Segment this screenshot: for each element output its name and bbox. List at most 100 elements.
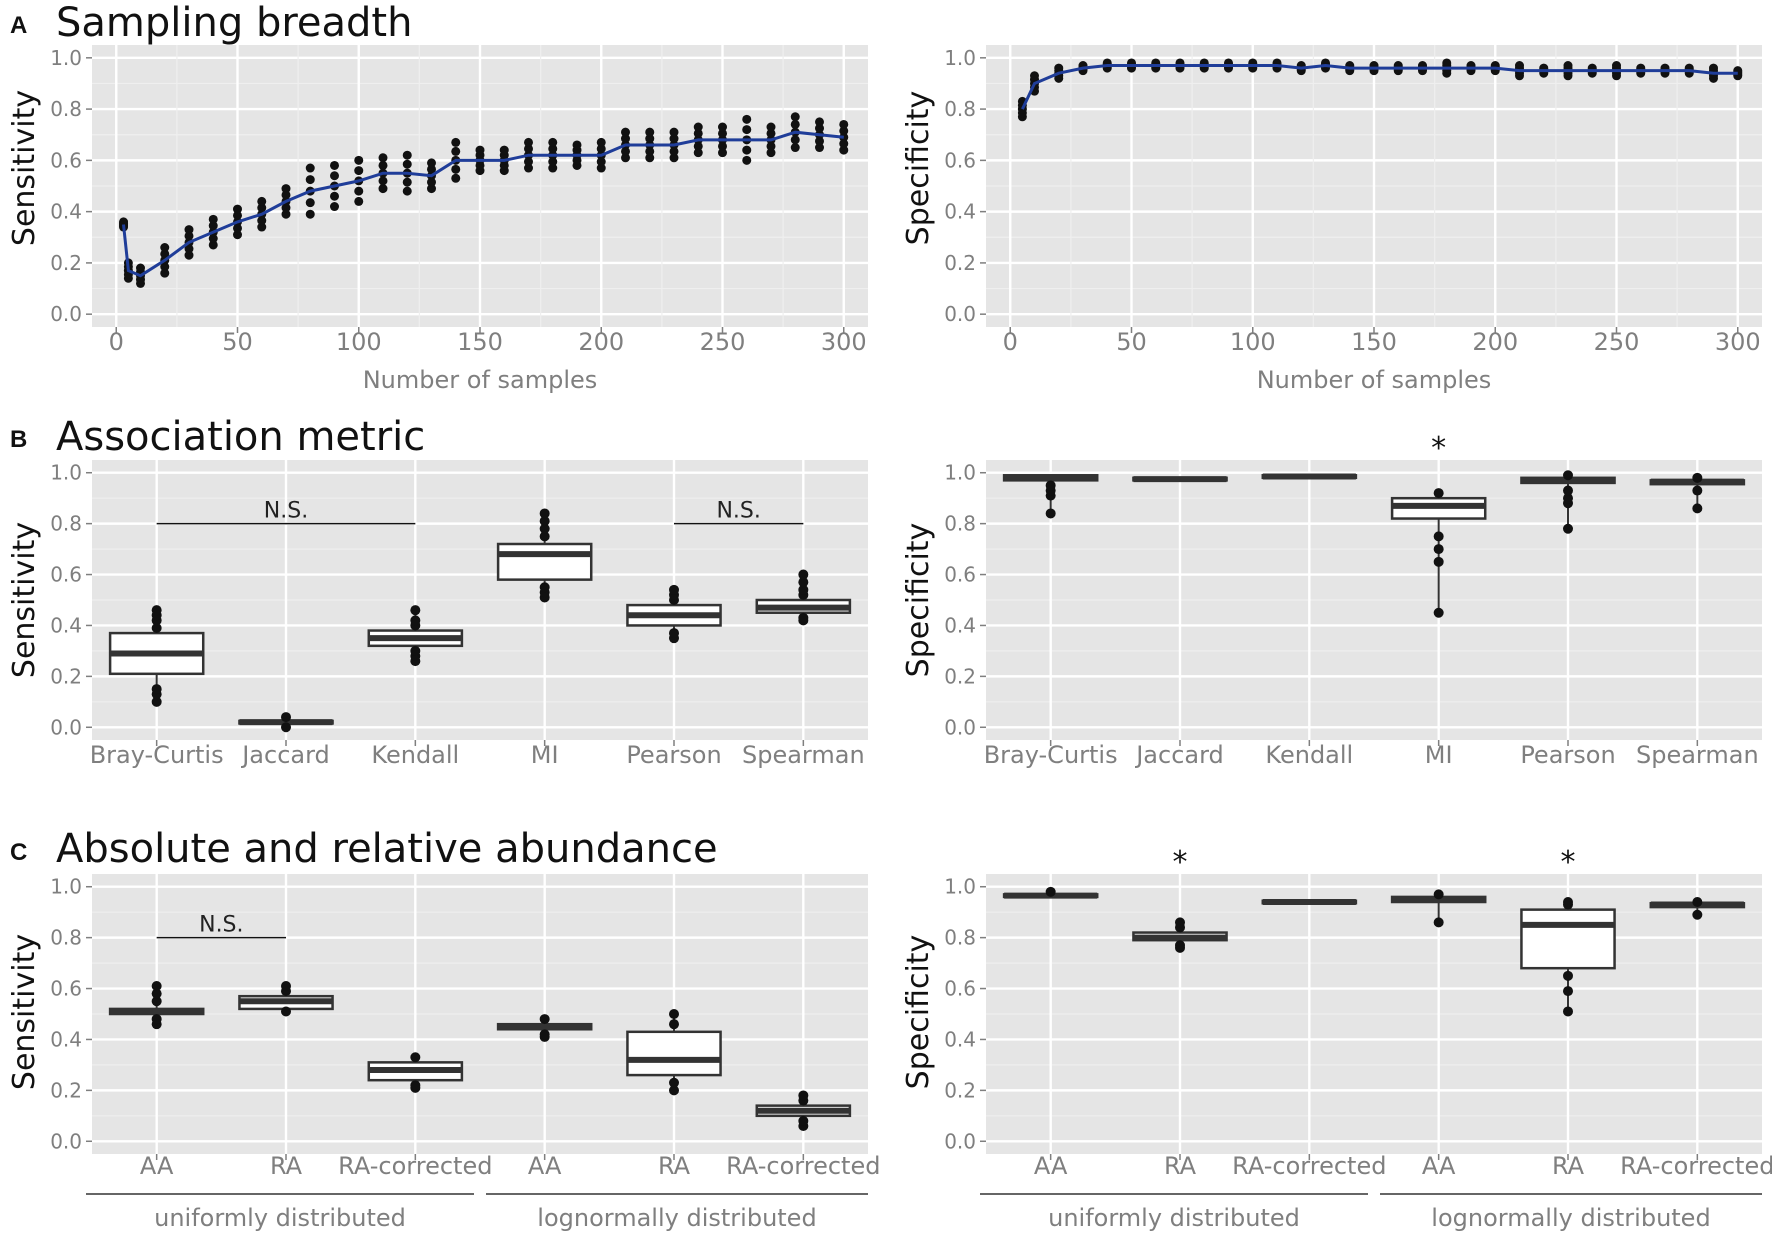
x-tick-label: 200 — [1472, 328, 1518, 356]
data-point — [136, 263, 145, 273]
data-point — [815, 123, 824, 133]
box-outlier — [1045, 480, 1056, 491]
x-tick-label: Bray-Curtis — [90, 741, 224, 769]
data-point — [305, 175, 315, 185]
y-tick-label: 0.6 — [944, 563, 976, 587]
box-outlier — [410, 1052, 421, 1063]
data-point — [1563, 61, 1573, 71]
data-point — [402, 186, 412, 196]
data-point — [524, 163, 533, 173]
box-outlier — [539, 1014, 550, 1025]
data-point — [766, 128, 776, 138]
box-outlier — [1433, 889, 1444, 900]
data-point — [233, 230, 242, 240]
y-axis-title: Sensitivity — [7, 934, 42, 1090]
x-tick-label: 300 — [1715, 328, 1761, 356]
box-outlier — [798, 1090, 809, 1101]
data-point — [718, 122, 727, 132]
data-point — [257, 222, 267, 232]
box-outlier — [798, 1115, 809, 1126]
y-tick-label: 0.4 — [50, 1027, 82, 1051]
x-tick-label: Jaccard — [1134, 741, 1224, 769]
box-outlier — [539, 523, 550, 534]
x-tick-label: RA — [1164, 1152, 1197, 1180]
box-outlier — [151, 1014, 162, 1025]
data-point — [669, 134, 679, 144]
x-tick-label: Jaccard — [240, 741, 330, 769]
box-outlier — [798, 584, 809, 595]
y-tick-label: 1.0 — [50, 875, 82, 899]
box-outlier — [539, 516, 550, 527]
box-outlier — [1692, 909, 1703, 920]
data-point — [693, 141, 703, 151]
x-tick-label: Pearson — [626, 741, 721, 769]
data-point — [427, 184, 436, 194]
data-point — [742, 155, 752, 165]
y-tick-label: 1.0 — [944, 875, 976, 899]
chart-c-sensitivity: 0.0 0.2 0.4 0.6 0.8 1.0 Sensitivity AA RA RA-corr… — [7, 874, 880, 1232]
data-point — [548, 144, 558, 154]
data-point — [402, 159, 412, 169]
y-tick-label: 0.6 — [944, 148, 976, 172]
box-outlier — [669, 584, 679, 595]
data-point — [839, 119, 849, 129]
x-tick-label: RA-corrected — [1620, 1152, 1772, 1180]
panel-letter-b: B — [10, 426, 27, 453]
box-outlier — [1563, 485, 1573, 496]
box-outlier — [669, 1019, 679, 1030]
y-tick-label: 1.0 — [50, 46, 82, 70]
box-outlier — [798, 577, 809, 588]
y-tick-label: 0.8 — [944, 97, 976, 121]
data-point — [427, 158, 436, 168]
box-outlier — [281, 712, 291, 723]
y-tick-label: 0.0 — [944, 715, 976, 739]
data-point — [524, 157, 533, 167]
data-point — [184, 250, 194, 260]
data-point — [208, 240, 218, 250]
x-tick-label: 100 — [336, 328, 382, 356]
data-point — [645, 153, 655, 163]
data-point — [354, 196, 364, 206]
box-outlier — [1433, 544, 1444, 555]
data-point — [354, 166, 364, 176]
data-point — [233, 210, 242, 220]
y-axis-title: Specificity — [901, 91, 936, 246]
x-tick-label: 0 — [109, 328, 124, 356]
data-point — [330, 171, 339, 181]
box-outlier — [539, 582, 550, 593]
y-axis-title: Specificity — [901, 935, 936, 1090]
x-tick-label: Spearman — [742, 741, 865, 769]
data-point — [402, 150, 412, 160]
y-tick-label: 0.4 — [50, 200, 82, 224]
data-point — [621, 153, 630, 163]
y-tick-label: 0.8 — [50, 926, 82, 950]
data-point — [815, 117, 824, 127]
box-outlier — [151, 988, 162, 999]
y-tick-label: 1.0 — [944, 461, 976, 485]
y-tick-label: 0.2 — [50, 251, 82, 275]
x-tick-label: 0 — [1003, 328, 1018, 356]
data-point — [305, 209, 315, 219]
data-point — [208, 214, 218, 224]
data-point — [766, 141, 776, 151]
box-outlier — [1563, 986, 1573, 997]
data-point — [524, 144, 533, 154]
data-point — [766, 122, 776, 132]
data-point — [499, 145, 509, 155]
x-tick-label: RA — [1552, 1152, 1585, 1180]
data-point — [160, 249, 170, 259]
group-label: lognormally distributed — [1431, 1204, 1710, 1232]
data-point — [815, 136, 824, 146]
data-point — [839, 126, 849, 136]
data-point — [184, 231, 194, 241]
data-point — [475, 145, 485, 155]
data-point — [621, 146, 630, 156]
y-tick-label: 0.0 — [944, 302, 976, 326]
x-tick-label: MI — [531, 741, 559, 769]
mean-line — [122, 130, 844, 278]
data-point — [233, 204, 242, 214]
x-tick-label: Kendall — [1265, 741, 1353, 769]
data-point — [790, 143, 800, 153]
data-point — [378, 184, 388, 194]
